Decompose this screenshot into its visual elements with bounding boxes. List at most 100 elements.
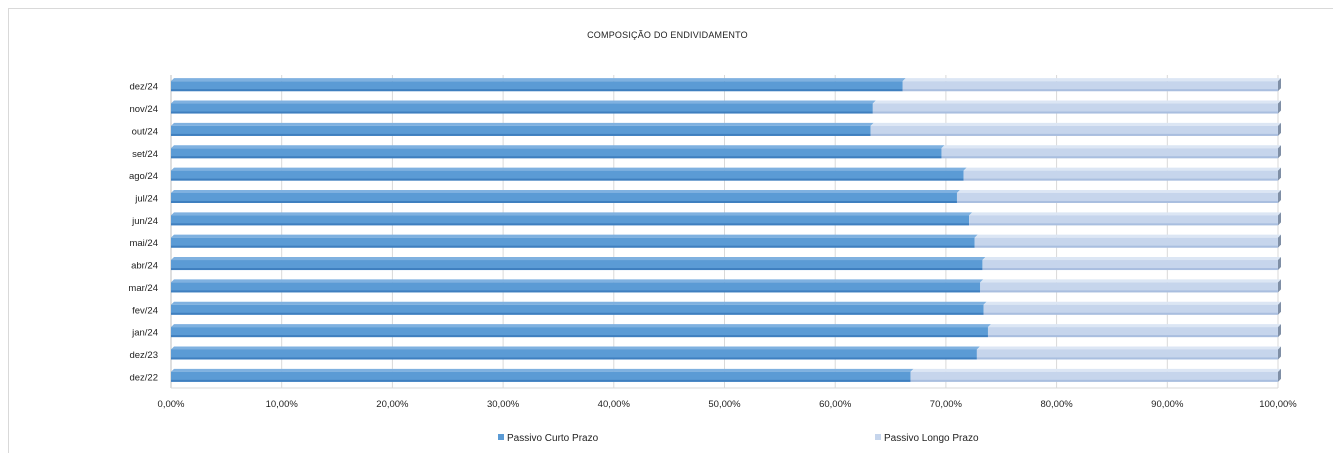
bar-curto-prazo — [171, 215, 970, 226]
bar-side-face — [1278, 234, 1281, 248]
bar-bottom-edge — [171, 312, 984, 315]
bar-top-face — [976, 346, 1281, 350]
y-tick-label: dez/24 — [129, 82, 158, 93]
bar-top-face — [910, 368, 1281, 372]
bar-side-face — [1278, 189, 1281, 203]
bar-top-face — [974, 234, 1281, 238]
bar-longo-prazo — [980, 282, 1278, 293]
bar-bottom-edge — [963, 178, 1278, 181]
bar-curto-prazo — [171, 170, 964, 181]
chart-title: COMPOSIÇÃO DO ENDIVIDAMENTO — [587, 30, 748, 40]
legend-swatch-curto-prazo — [498, 434, 504, 440]
bar-longo-prazo — [983, 304, 1278, 315]
bar-top-face — [956, 189, 1281, 193]
bar-top-face — [870, 122, 1281, 126]
x-tick-label: 100,00% — [1259, 399, 1297, 410]
bar-bottom-edge — [171, 200, 957, 203]
bar-top-face — [171, 212, 973, 216]
bar-curto-prazo — [171, 81, 903, 92]
y-tick-label: nov/24 — [129, 104, 158, 115]
bar-longo-prazo — [963, 170, 1278, 181]
y-tick-label: jul/24 — [134, 193, 158, 204]
bar-side-face — [1278, 78, 1281, 92]
bar-side-face — [1278, 279, 1281, 293]
bar-bottom-edge — [987, 335, 1278, 338]
bar-top-face — [171, 368, 914, 372]
bar-bottom-edge — [171, 111, 873, 114]
bar-side-face — [1278, 324, 1281, 338]
bar-bottom-edge — [956, 200, 1278, 203]
bar-bottom-edge — [171, 178, 964, 181]
bar-side-face — [1278, 257, 1281, 271]
bar-top-face — [969, 212, 1281, 216]
bar-bottom-edge — [171, 357, 977, 360]
bar-top-face — [171, 346, 980, 350]
bar-curto-prazo — [171, 260, 983, 271]
bar-curto-prazo — [171, 327, 988, 338]
bar-top-face — [171, 279, 984, 283]
bar-bottom-edge — [171, 133, 871, 136]
bar-side-face — [1278, 368, 1281, 382]
bar-longo-prazo — [974, 237, 1278, 248]
y-tick-label: out/24 — [132, 126, 158, 137]
bar-side-face — [1278, 301, 1281, 315]
y-tick-label: dez/22 — [129, 372, 158, 383]
bar-top-face — [171, 324, 991, 328]
bar-bottom-edge — [969, 223, 1278, 226]
bar-longo-prazo — [910, 371, 1278, 382]
y-tick-label: set/24 — [132, 149, 158, 160]
bar-top-face — [171, 78, 906, 82]
bar-longo-prazo — [956, 192, 1278, 203]
bar-top-face — [171, 100, 876, 104]
bar-longo-prazo — [982, 260, 1278, 271]
bar-top-face — [963, 167, 1281, 171]
bar-top-face — [987, 324, 1281, 328]
bar-top-face — [980, 279, 1281, 283]
bar-longo-prazo — [902, 81, 1278, 92]
bar-longo-prazo — [976, 349, 1278, 360]
y-tick-label: ago/24 — [129, 171, 158, 182]
bar-top-face — [171, 167, 967, 171]
bar-bottom-edge — [872, 111, 1278, 114]
bar-bottom-edge — [910, 379, 1278, 382]
bar-curto-prazo — [171, 192, 957, 203]
x-tick-label: 70,00% — [930, 399, 963, 410]
bar-top-face — [171, 189, 960, 193]
bar-bottom-edge — [171, 245, 975, 248]
y-tick-label: jun/24 — [131, 216, 158, 227]
bar-top-face — [982, 257, 1281, 261]
bar-side-face — [1278, 100, 1281, 114]
bar-bottom-edge — [974, 245, 1278, 248]
bar-curto-prazo — [171, 349, 977, 360]
bar-top-face — [171, 301, 987, 305]
x-tick-label: 30,00% — [487, 399, 520, 410]
bar-top-face — [171, 257, 986, 261]
bar-bottom-edge — [982, 268, 1278, 271]
bar-bottom-edge — [171, 335, 988, 338]
bar-curto-prazo — [171, 237, 975, 248]
x-tick-label: 40,00% — [598, 399, 631, 410]
legend-label-curto-prazo: Passivo Curto Prazo — [507, 433, 599, 444]
bar-bottom-edge — [171, 89, 903, 92]
legend-swatch-longo-prazo — [875, 434, 881, 440]
bar-top-face — [171, 234, 978, 238]
y-tick-label: dez/23 — [129, 350, 158, 361]
bar-curto-prazo — [171, 282, 981, 293]
bar-longo-prazo — [870, 125, 1278, 136]
bar-side-face — [1278, 212, 1281, 226]
bar-curto-prazo — [171, 125, 871, 136]
bar-top-face — [983, 301, 1281, 305]
bar-top-face — [872, 100, 1281, 104]
bar-longo-prazo — [872, 103, 1278, 114]
x-tick-label: 20,00% — [376, 399, 409, 410]
bar-curto-prazo — [171, 148, 942, 159]
bar-side-face — [1278, 167, 1281, 181]
bar-bottom-edge — [171, 268, 983, 271]
bar-bottom-edge — [983, 312, 1278, 315]
y-tick-label: fev/24 — [132, 305, 158, 316]
y-tick-label: jan/24 — [131, 328, 158, 339]
y-tick-label: abr/24 — [131, 261, 158, 272]
bar-longo-prazo — [969, 215, 1278, 226]
x-tick-label: 90,00% — [1151, 399, 1184, 410]
